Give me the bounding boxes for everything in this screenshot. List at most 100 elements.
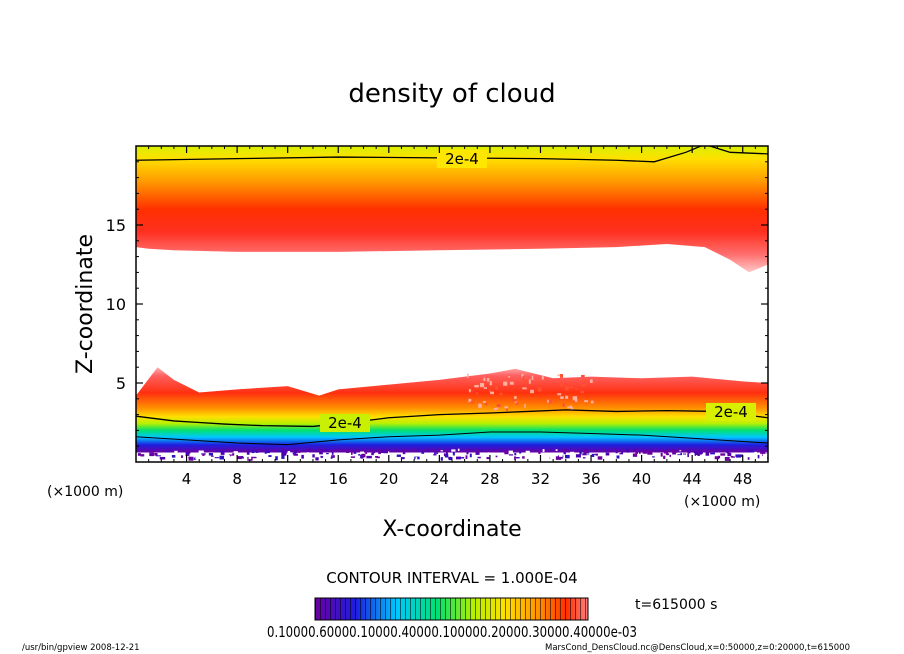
noise-speckle — [581, 374, 585, 378]
noise-speckle — [338, 449, 341, 452]
noise-speckle — [555, 456, 562, 460]
x-tick-label: 32 — [531, 470, 550, 488]
noise-speckle — [376, 456, 380, 459]
noise-speckle — [486, 457, 490, 460]
noise-speckle — [415, 457, 418, 460]
noise-speckle — [531, 375, 534, 381]
noise-speckle — [220, 450, 225, 455]
noise-speckle — [538, 450, 541, 454]
noise-speckle — [155, 456, 161, 459]
noise-speckle — [683, 453, 687, 455]
noise-speckle — [660, 452, 663, 457]
noise-speckle — [301, 454, 304, 459]
noise-speckle — [563, 452, 566, 455]
noise-speckle — [746, 457, 750, 460]
noise-speckle — [402, 451, 406, 455]
noise-speckle — [570, 405, 572, 408]
noise-speckle — [595, 453, 598, 456]
x-axis-ticks: 4 8 12 16 20 24 28 32 36 40 44 48 — [148, 146, 756, 488]
noise-speckle — [652, 456, 655, 458]
noise-speckle — [564, 454, 570, 459]
noise-speckle — [663, 455, 666, 460]
x-unit-right: (×1000 m) — [684, 494, 760, 510]
noise-speckle — [477, 456, 481, 459]
x-tick-label: 4 — [182, 470, 192, 488]
noise-speckle — [433, 454, 437, 456]
noise-speckle — [642, 450, 648, 454]
noise-speckle — [433, 452, 439, 454]
noise-speckle — [346, 449, 350, 453]
noise-speckle — [469, 453, 472, 458]
noise-speckle — [307, 448, 312, 451]
noise-speckle — [298, 451, 301, 453]
noise-speckle — [319, 451, 323, 455]
noise-speckle — [521, 373, 524, 378]
noise-speckle — [210, 455, 214, 457]
noise-speckle — [669, 454, 672, 457]
noise-speckle — [561, 382, 565, 385]
noise-speckle — [687, 450, 691, 454]
noise-speckle — [714, 456, 720, 460]
noise-speckle — [549, 399, 553, 402]
noise-speckle — [557, 393, 562, 396]
contour-interval-text: CONTOUR INTERVAL = 1.000E-04 — [326, 569, 577, 587]
noise-speckle — [515, 453, 519, 457]
noise-speckle — [495, 385, 498, 390]
noise-speckle — [586, 451, 590, 456]
noise-speckle — [468, 398, 472, 403]
y-tick-label: 5 — [116, 374, 126, 393]
x-tick-label: 48 — [733, 470, 752, 488]
noise-speckle — [219, 455, 225, 460]
noise-speckle — [586, 453, 590, 455]
noise-speckle — [760, 450, 766, 454]
noise-speckle — [757, 454, 760, 459]
noise-speckle — [733, 450, 738, 452]
noise-speckle — [580, 390, 585, 394]
noise-speckle — [605, 452, 610, 456]
noise-speckle — [526, 380, 530, 384]
noise-speckle — [351, 451, 353, 455]
noise-speckle — [159, 456, 166, 460]
noise-speckle — [727, 452, 732, 457]
noise-speckle — [632, 453, 638, 457]
noise-speckle — [385, 450, 389, 453]
noise-speckle — [353, 453, 357, 456]
x-tick-label: 8 — [232, 470, 242, 488]
lower-band-noise — [137, 373, 768, 461]
noise-speckle — [358, 454, 364, 458]
noise-speckle — [483, 387, 488, 389]
noise-speckle — [483, 377, 486, 381]
noise-speckle — [522, 456, 525, 459]
noise-speckle — [312, 454, 315, 458]
y-axis-label: Z-coordinate — [73, 234, 98, 374]
noise-speckle — [241, 455, 244, 458]
noise-speckle — [381, 455, 385, 459]
noise-speckle — [484, 403, 488, 406]
noise-speckle — [315, 457, 319, 461]
noise-speckle — [479, 452, 485, 456]
noise-speckle — [469, 401, 474, 404]
noise-speckle — [216, 450, 222, 453]
noise-speckle — [560, 383, 563, 387]
x-tick-label: 20 — [379, 470, 398, 488]
noise-speckle — [665, 453, 670, 456]
noise-speckle — [572, 456, 577, 459]
noise-speckle — [676, 452, 681, 455]
noise-speckle — [597, 456, 603, 460]
noise-speckle — [480, 449, 484, 452]
noise-speckle — [281, 451, 287, 456]
noise-speckle — [710, 452, 716, 455]
noise-speckle — [575, 388, 579, 390]
noise-speckle — [739, 454, 743, 457]
noise-speckle — [525, 450, 530, 454]
noise-speckle — [331, 455, 335, 458]
noise-speckle — [452, 451, 455, 456]
noise-speckle — [226, 455, 231, 457]
noise-speckle — [198, 450, 204, 453]
noise-speckle — [754, 451, 757, 454]
x-axis-label: X-coordinate — [382, 517, 521, 542]
noise-speckle — [440, 450, 443, 452]
noise-speckle — [320, 449, 326, 451]
noise-speckle — [635, 451, 639, 454]
noise-speckle — [691, 453, 694, 455]
